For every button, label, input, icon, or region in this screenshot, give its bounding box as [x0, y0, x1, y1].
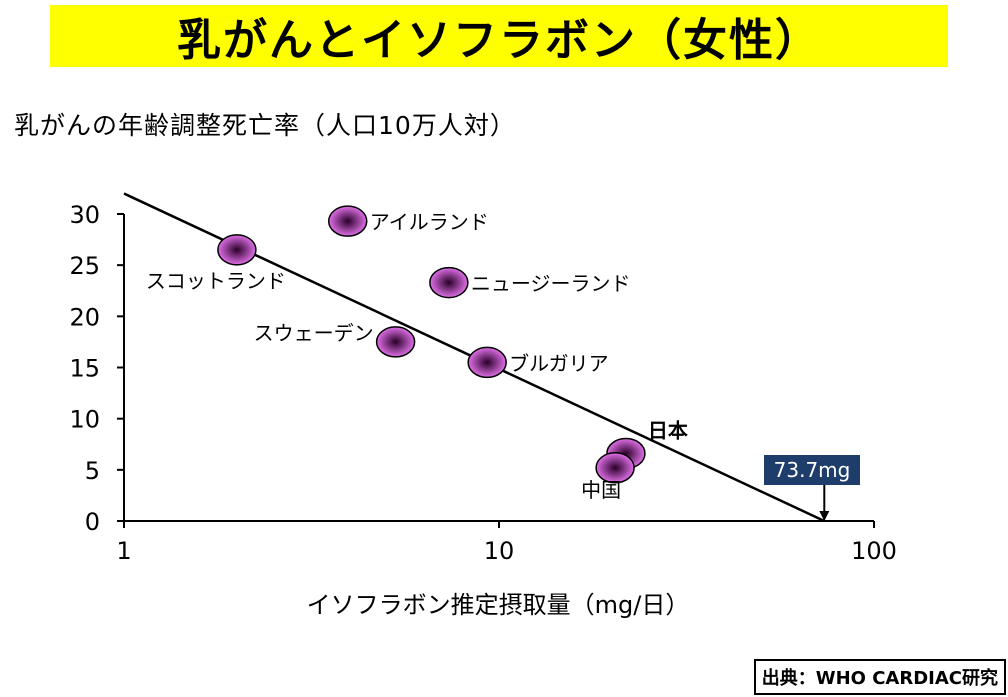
annotation-group: 73.7mg [764, 455, 860, 521]
data-point-label: スウェーデン [254, 321, 374, 345]
data-point-label: 日本 [648, 418, 688, 442]
data-point [375, 326, 416, 358]
data-point-label: ニュージーランド [471, 272, 631, 296]
chart-subtitle: 乳がんの年齢調整死亡率（人口10万人対） [14, 111, 516, 140]
y-tick-label: 30 [69, 201, 100, 229]
source-note: 出典：WHO CARDIAC研究 [753, 659, 1006, 695]
x-ticks: 1 10 100 [116, 521, 897, 565]
y-tick-label: 5 [85, 457, 100, 485]
annotation-box [764, 455, 860, 485]
y-tick-label: 0 [85, 508, 100, 536]
data-point-label: スコットランド [146, 269, 286, 293]
page-title: 乳がんとイソフラボン（女性） [177, 15, 821, 66]
data-point [467, 346, 507, 379]
data-point-label: 中国 [581, 478, 621, 502]
data-point-label: アイルランド [370, 210, 489, 234]
annotation-label: 73.7mg [774, 458, 851, 482]
y-tick-label: 20 [69, 303, 100, 331]
x-tick-label: 10 [484, 537, 515, 565]
annotation-arrowhead [819, 511, 830, 521]
x-tick-label: 1 [116, 537, 131, 565]
x-axis-label: イソフラボン推定摂取量（mg/日） [307, 591, 690, 619]
data-point [595, 452, 635, 484]
data-point-label: ブルガリア [509, 351, 608, 375]
y-tick-label: 15 [69, 355, 100, 383]
y-tick-label: 10 [69, 406, 100, 434]
y-tick-label: 25 [69, 252, 100, 280]
data-point [327, 205, 368, 237]
data-point [429, 266, 469, 299]
title-banner: 乳がんとイソフラボン（女性） [50, 5, 948, 67]
y-ticks: 0 5 10 15 20 25 30 [69, 201, 124, 536]
data-point [217, 234, 257, 266]
x-tick-label: 100 [851, 537, 897, 565]
